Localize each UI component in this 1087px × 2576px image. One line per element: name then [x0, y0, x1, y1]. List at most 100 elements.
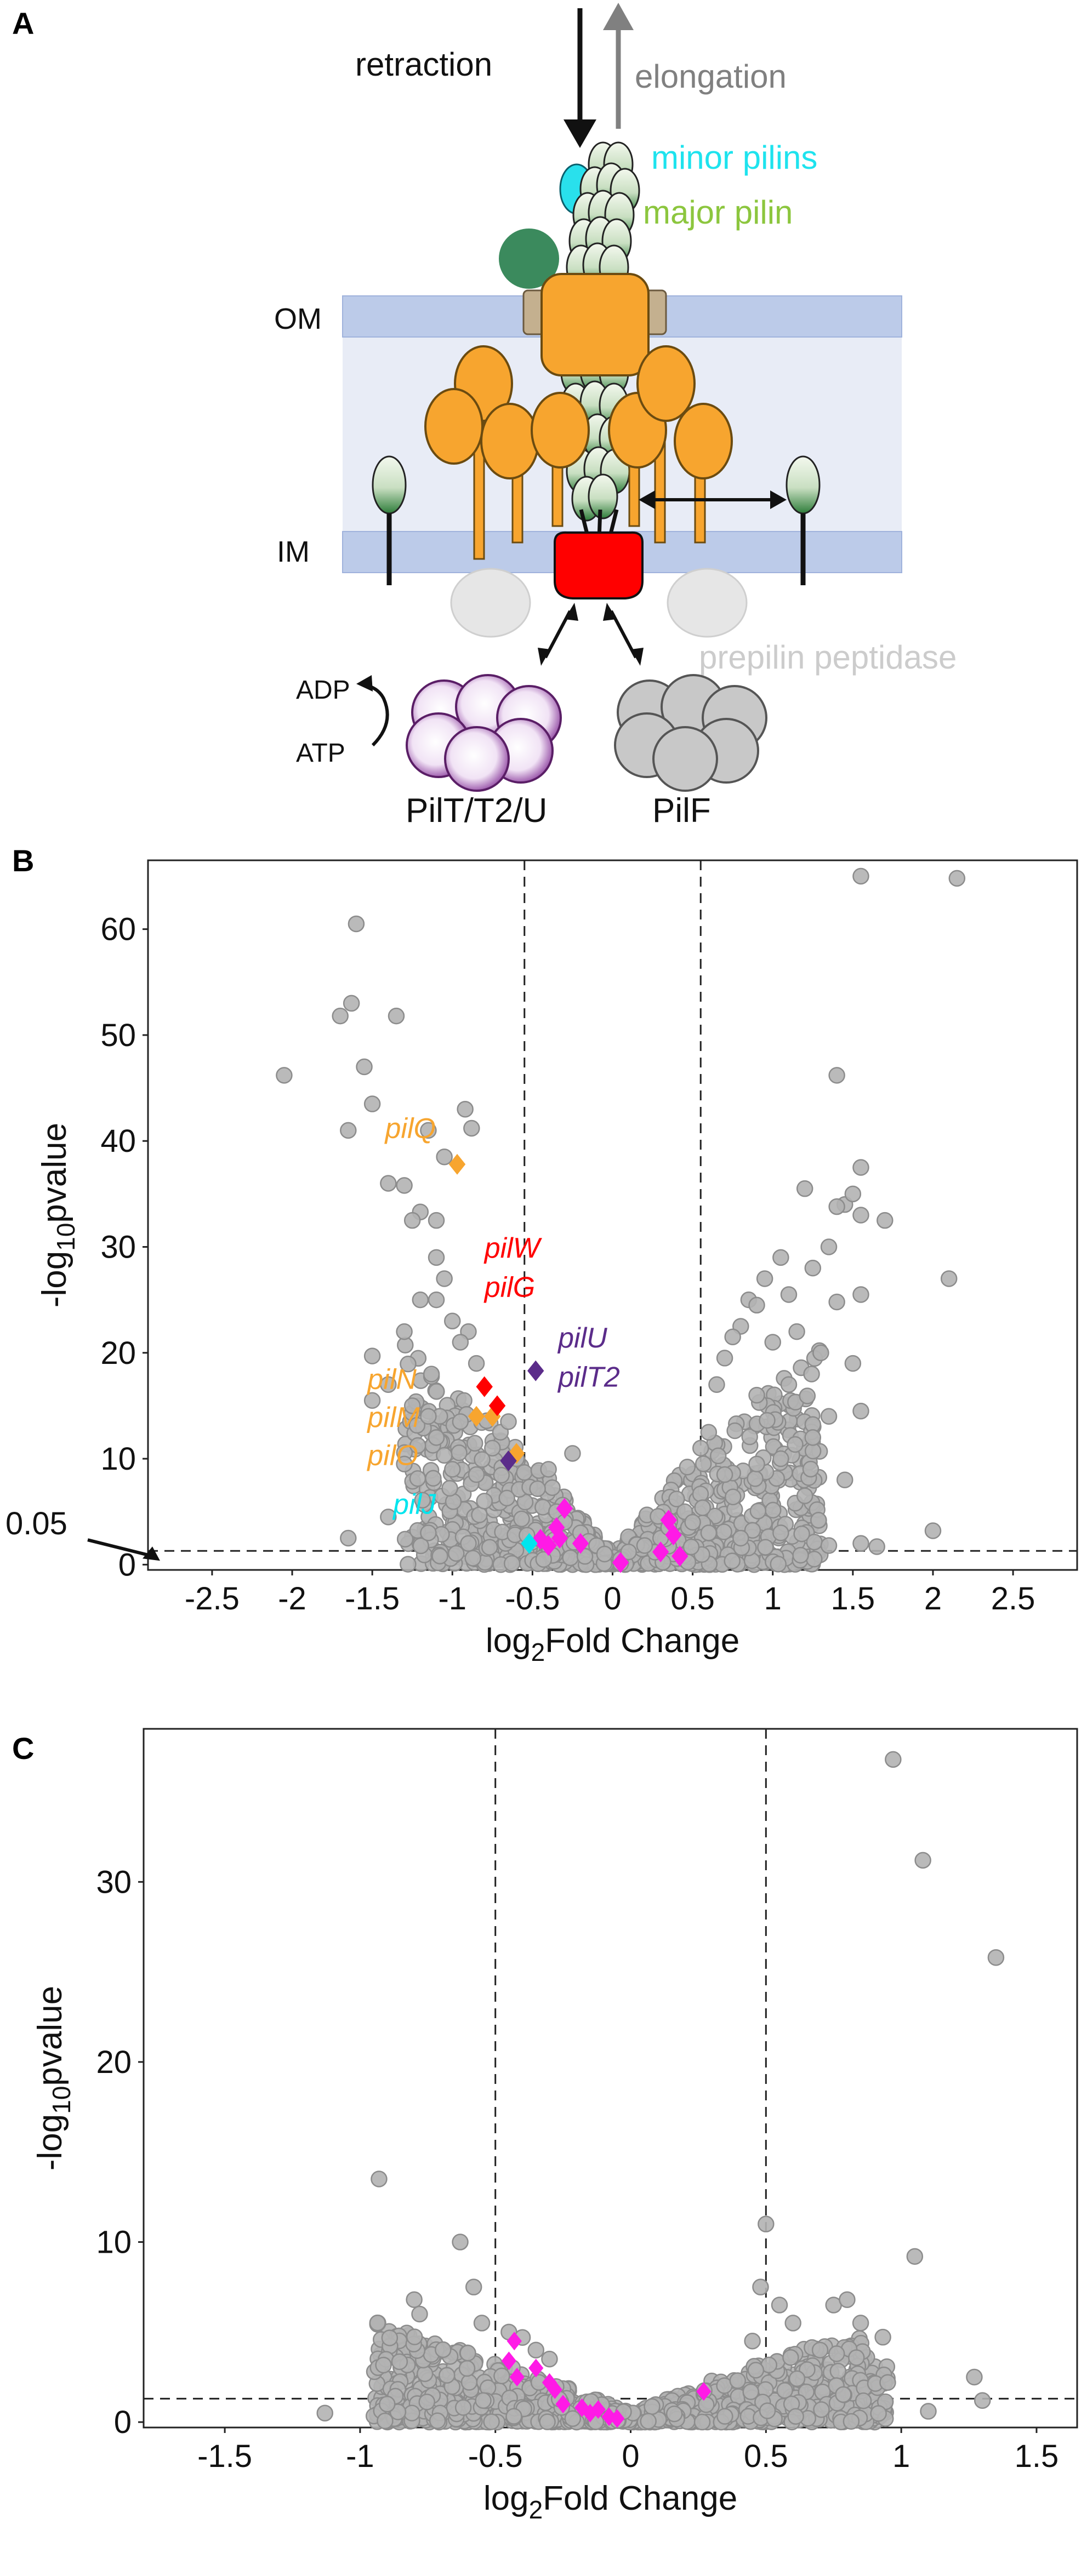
gene-point-grey	[640, 2413, 657, 2430]
gene-point-grey	[749, 1503, 767, 1520]
panel-c-volcano-plot: C -1.5 -1 -0.5 0 0.5 1 1.5 0 10 20 30 log2Fold Chan…	[12, 1728, 1078, 2524]
gene-point-grey	[340, 1122, 357, 1139]
gene-point-grey	[409, 1437, 426, 1454]
gene-point-grey	[920, 2403, 937, 2420]
gene-label-pilN: pilN	[366, 1363, 417, 1395]
x-tick-label: 0	[622, 2438, 639, 2474]
gene-label-pilJ: pilJ	[392, 1489, 436, 1521]
gene-point-grey	[406, 2291, 423, 2308]
pilus-gene-point-orange	[448, 1153, 466, 1175]
gene-point-grey	[420, 1122, 437, 1139]
x-tick-label: -1.5	[345, 1581, 400, 1617]
gene-point-grey	[416, 2365, 434, 2383]
x-tick-label: 1	[892, 2438, 910, 2474]
gene-point-grey	[425, 1470, 442, 1487]
plot-frame	[147, 859, 1078, 1571]
gene-point-grey	[540, 1461, 557, 1478]
y-tick-label: 0	[118, 1547, 136, 1583]
gene-point-grey	[527, 2341, 545, 2358]
gene-point-grey	[757, 1539, 774, 1556]
gene-point-grey	[742, 2383, 759, 2400]
panel-c-plot-area: -1.5 -1 -0.5 0 0.5 1 1.5 0 10 20 30 log2Fold Change…	[31, 1728, 1078, 2524]
gene-point-grey	[758, 2215, 775, 2232]
om-label: OM	[274, 302, 322, 335]
y-axis-label-sub: 10	[47, 2086, 76, 2114]
pilus-gene-point-purple	[500, 1450, 517, 1471]
gene-point-grey	[452, 2234, 469, 2251]
gene-point-grey	[716, 2408, 733, 2425]
gene-point-grey	[870, 2405, 887, 2422]
gene-point-grey	[503, 1555, 521, 1572]
panel-b-volcano-plot: B -2.5 -2 -1.5 -1 -0.5 0 0.5 1 1.5 2 2.5 0 10 20 30 40 5…	[5, 843, 1078, 1666]
gene-label-pilO: pilO	[366, 1440, 418, 1472]
gene-point-grey	[636, 1537, 653, 1554]
gene-point-grey	[468, 1466, 485, 1483]
x-tick-label: -2	[278, 1581, 306, 1617]
gene-point-grey	[668, 1490, 685, 1507]
gene-point-grey	[498, 1489, 515, 1507]
gene-point-grey	[464, 1550, 482, 1567]
gene-label-pilQ: pilQ	[384, 1112, 436, 1144]
gene-point-grey	[852, 2315, 869, 2332]
y-axis-label-rest: pvalue	[36, 1123, 73, 1223]
gene-point-grey	[418, 2394, 435, 2411]
gene-point-grey	[475, 2392, 492, 2409]
y-tick-label: 50	[100, 1018, 136, 1053]
gene-point-grey	[828, 1198, 845, 1215]
gene-point-grey	[695, 1455, 712, 1472]
x-axis-label-log: log	[483, 2480, 529, 2517]
gene-point-grey	[414, 1492, 431, 1509]
gene-point-grey	[780, 1286, 798, 1303]
pilus-gene-point-magenta	[532, 1528, 549, 1550]
x-axis-label: log2Fold Change	[483, 2480, 737, 2524]
gene-point-grey	[940, 1270, 958, 1287]
gene-point-grey	[483, 2413, 500, 2430]
gene-point-grey	[454, 2399, 472, 2416]
gene-point-grey	[715, 1523, 732, 1540]
gene-point-grey	[500, 1413, 517, 1430]
pilus-gene-point-magenta	[572, 1533, 589, 1554]
gene-point-grey	[724, 1328, 741, 1346]
gene-point-grey	[828, 1067, 845, 1084]
gene-point-grey	[596, 1545, 613, 1563]
gene-point-grey	[835, 2386, 852, 2403]
y-tick-label: 30	[100, 1229, 136, 1265]
gene-point-grey	[698, 2396, 715, 2413]
gene-point-grey	[466, 1435, 483, 1452]
gene-point-grey	[684, 1513, 701, 1531]
prepilin-peptidase-left-icon	[450, 568, 531, 638]
y-tick-label: 10	[96, 2225, 132, 2260]
gene-point-grey	[877, 1212, 893, 1229]
pilus-gene-point-magenta	[590, 2400, 606, 2419]
gene-point-grey	[679, 1459, 696, 1476]
gene-point-grey	[541, 2350, 558, 2368]
gene-point-grey	[451, 1444, 468, 1461]
gene-point-grey	[471, 1506, 488, 1523]
gene-point-grey	[744, 1522, 761, 1539]
gene-label-pilU: pilU	[557, 1322, 607, 1354]
y-tick-label: 0	[114, 2404, 132, 2440]
pilus-gene-point-magenta	[528, 2358, 544, 2378]
x-axis-label-sub: 2	[529, 2495, 543, 2524]
gene-point-grey	[820, 1408, 838, 1425]
gene-point-grey	[348, 915, 365, 933]
gene-point-grey	[429, 2412, 446, 2429]
gene-point-grey	[412, 1291, 429, 1309]
gene-point-grey	[379, 2396, 396, 2413]
gene-point-grey	[693, 2413, 711, 2431]
pilus-gene-point-magenta	[665, 1524, 682, 1546]
gene-point-grey	[444, 1461, 461, 1478]
gene-point-grey	[793, 1525, 810, 1543]
gene-point-grey	[879, 2374, 896, 2391]
gene-point-grey	[906, 2248, 924, 2265]
minor-pilins-label: minor pilins	[651, 139, 817, 176]
gene-point-grey	[452, 1413, 469, 1430]
gene-point-grey	[966, 2368, 983, 2386]
gene-point-grey	[363, 1095, 381, 1112]
gene-point-grey	[473, 2315, 491, 2332]
threshold-pointer-arrow-head	[143, 1546, 160, 1561]
gene-point-grey	[380, 1175, 397, 1192]
gene-point-grey	[803, 1366, 820, 1383]
gene-point-grey	[459, 2344, 476, 2362]
gene-point-grey	[804, 1259, 822, 1277]
